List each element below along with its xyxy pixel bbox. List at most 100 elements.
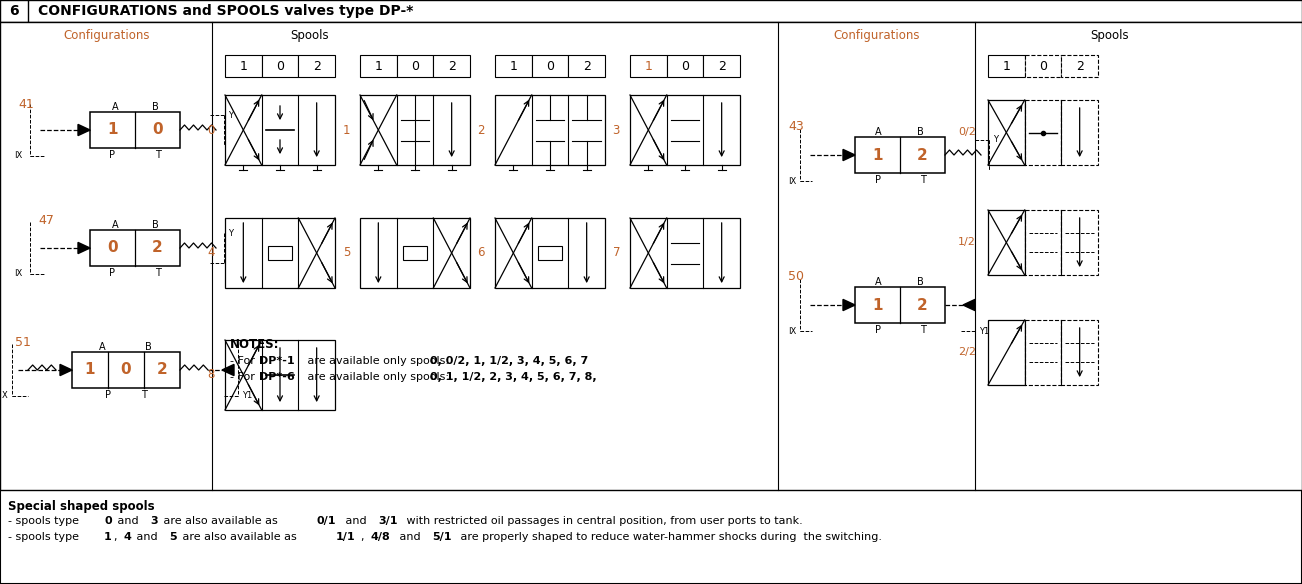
Text: ,: , bbox=[361, 532, 368, 542]
Text: 47: 47 bbox=[38, 214, 53, 227]
Text: 1: 1 bbox=[375, 60, 383, 72]
Text: 1: 1 bbox=[107, 123, 117, 137]
Text: 5: 5 bbox=[169, 532, 177, 542]
Text: A: A bbox=[112, 102, 118, 112]
Text: are also available as: are also available as bbox=[180, 532, 301, 542]
Text: P: P bbox=[109, 268, 116, 278]
Text: 8: 8 bbox=[207, 369, 215, 381]
Bar bbox=[1025, 100, 1061, 165]
Text: 2: 2 bbox=[717, 60, 725, 72]
Text: T: T bbox=[155, 268, 160, 278]
Bar bbox=[569, 55, 605, 77]
Bar bbox=[1061, 320, 1098, 385]
Text: 0: 0 bbox=[152, 123, 163, 137]
Text: Spools: Spools bbox=[290, 30, 328, 43]
Text: 0: 0 bbox=[121, 363, 132, 377]
Text: CONFIGURATIONS and SPOOLS valves type DP-*: CONFIGURATIONS and SPOOLS valves type DP… bbox=[38, 4, 413, 18]
Text: 3: 3 bbox=[150, 516, 158, 526]
Text: 2: 2 bbox=[917, 297, 928, 312]
Bar bbox=[988, 55, 1025, 77]
Bar bbox=[262, 55, 298, 77]
Text: 4: 4 bbox=[207, 246, 215, 259]
Bar bbox=[359, 218, 470, 288]
Text: 0: 0 bbox=[546, 60, 553, 72]
Text: IX: IX bbox=[788, 176, 796, 186]
Text: and: and bbox=[341, 516, 370, 526]
Text: are also available as: are also available as bbox=[160, 516, 281, 526]
Text: P: P bbox=[875, 175, 880, 185]
Polygon shape bbox=[842, 300, 855, 311]
Text: 3/1: 3/1 bbox=[378, 516, 397, 526]
Text: NOTES:: NOTES: bbox=[230, 338, 280, 351]
Bar bbox=[1061, 55, 1098, 77]
Bar bbox=[531, 55, 569, 77]
Text: 43: 43 bbox=[788, 120, 803, 134]
Text: 0: 0 bbox=[1039, 60, 1047, 72]
Text: 4/8: 4/8 bbox=[370, 532, 391, 542]
Text: 1: 1 bbox=[509, 60, 517, 72]
Bar bbox=[298, 55, 335, 77]
Bar bbox=[359, 55, 397, 77]
Text: 0/1: 0/1 bbox=[316, 516, 336, 526]
Text: IX: IX bbox=[788, 326, 796, 335]
Bar bbox=[225, 340, 335, 410]
Bar bbox=[630, 218, 740, 288]
Bar bbox=[1025, 55, 1061, 77]
Text: 2: 2 bbox=[156, 363, 168, 377]
Text: are available only spools:: are available only spools: bbox=[303, 356, 453, 366]
Text: 1: 1 bbox=[342, 123, 350, 137]
Text: Configurations: Configurations bbox=[833, 30, 921, 43]
Text: A: A bbox=[99, 342, 105, 352]
Text: A: A bbox=[875, 127, 881, 137]
Text: P: P bbox=[109, 150, 116, 160]
Text: 5/1: 5/1 bbox=[432, 532, 452, 542]
Text: Y1: Y1 bbox=[242, 391, 253, 401]
Text: 1: 1 bbox=[872, 297, 883, 312]
Text: 41: 41 bbox=[18, 98, 34, 110]
Polygon shape bbox=[223, 364, 234, 376]
Text: 5: 5 bbox=[342, 246, 350, 259]
Text: B: B bbox=[917, 277, 923, 287]
Text: T: T bbox=[155, 150, 160, 160]
Text: IX: IX bbox=[14, 269, 22, 279]
Bar bbox=[90, 230, 180, 266]
Text: Configurations: Configurations bbox=[64, 30, 150, 43]
Text: 6: 6 bbox=[478, 246, 486, 259]
Text: B: B bbox=[917, 127, 923, 137]
Text: Y1: Y1 bbox=[979, 326, 990, 335]
Text: 2: 2 bbox=[312, 60, 320, 72]
Text: 0: 0 bbox=[207, 123, 215, 137]
Text: - spools type: - spools type bbox=[8, 516, 82, 526]
Text: B: B bbox=[145, 342, 151, 352]
Text: - spools type: - spools type bbox=[8, 532, 82, 542]
Text: 0: 0 bbox=[681, 60, 689, 72]
Bar bbox=[268, 246, 293, 260]
Text: 2: 2 bbox=[478, 123, 486, 137]
Bar bbox=[1061, 210, 1098, 275]
Text: A: A bbox=[112, 220, 118, 230]
Bar bbox=[538, 246, 562, 260]
Bar bbox=[855, 287, 945, 323]
Bar bbox=[434, 55, 470, 77]
Text: P: P bbox=[105, 390, 111, 400]
Bar bbox=[988, 320, 1025, 385]
Bar bbox=[90, 112, 180, 148]
Bar bbox=[225, 218, 335, 288]
Text: - For: - For bbox=[230, 372, 258, 382]
Bar bbox=[0, 0, 29, 22]
Text: 50: 50 bbox=[788, 270, 805, 283]
Bar bbox=[630, 55, 667, 77]
Text: 1/1: 1/1 bbox=[336, 532, 355, 542]
Bar bbox=[495, 55, 531, 77]
Text: 6: 6 bbox=[9, 4, 18, 18]
Text: 1/2: 1/2 bbox=[958, 238, 976, 248]
Text: DP*-6: DP*-6 bbox=[259, 372, 294, 382]
Text: 2: 2 bbox=[917, 148, 928, 162]
Polygon shape bbox=[78, 124, 90, 135]
Text: ,: , bbox=[115, 532, 121, 542]
Text: 0/2: 0/2 bbox=[958, 127, 976, 137]
Text: Y: Y bbox=[228, 228, 233, 238]
Text: A: A bbox=[875, 277, 881, 287]
Text: 0, 1, 1/2, 2, 3, 4, 5, 6, 7, 8,: 0, 1, 1/2, 2, 3, 4, 5, 6, 7, 8, bbox=[430, 372, 596, 382]
Bar bbox=[402, 246, 427, 260]
